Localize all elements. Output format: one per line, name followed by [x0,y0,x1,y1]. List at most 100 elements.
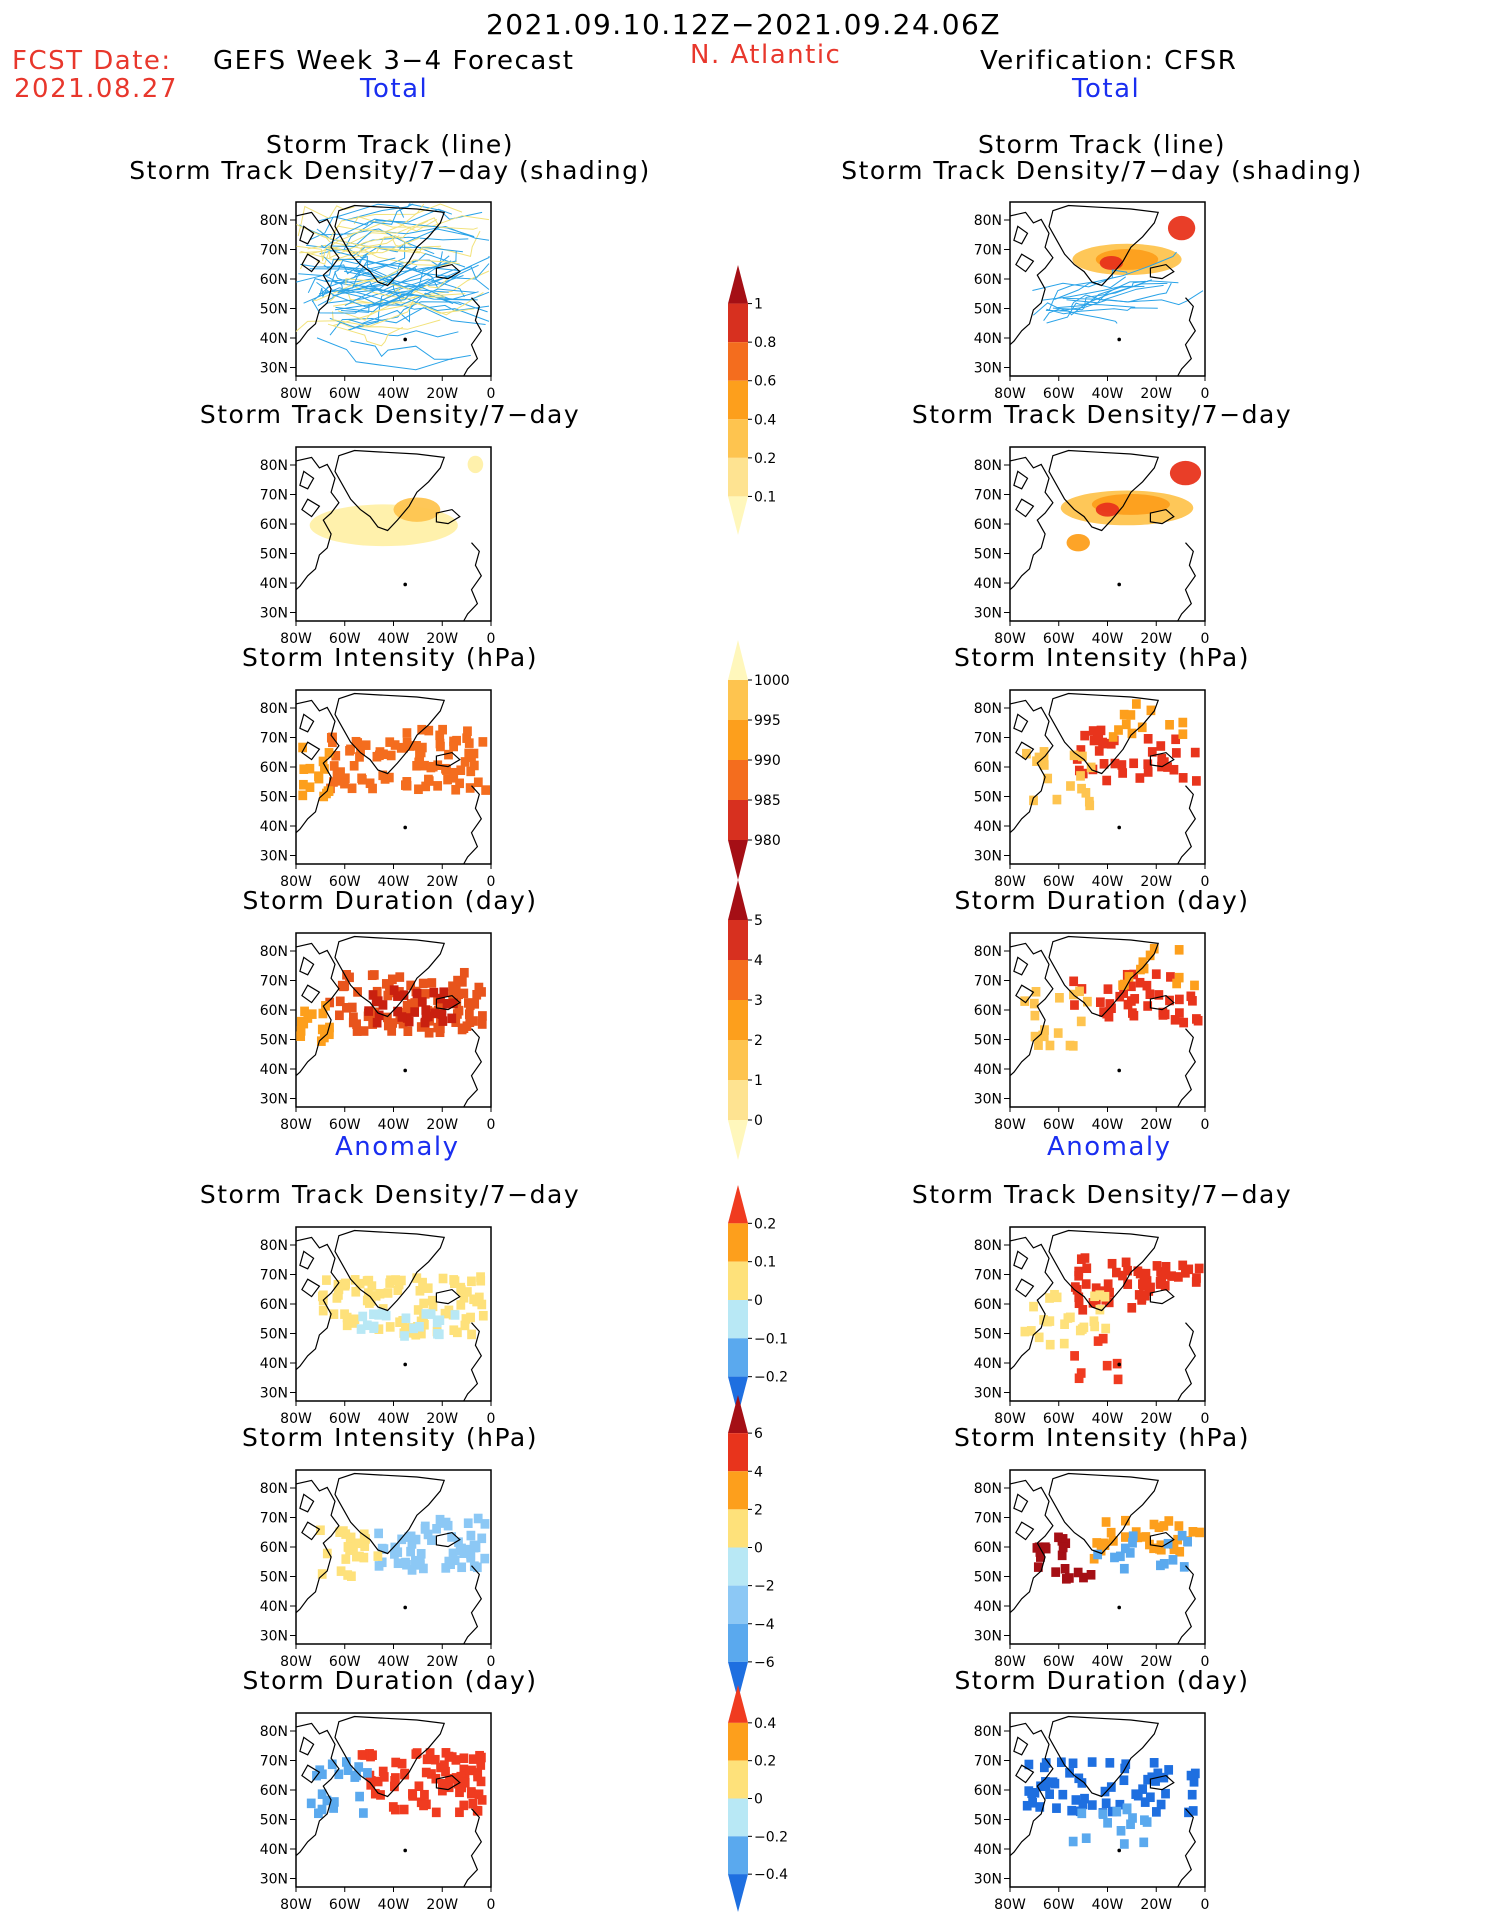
colorbar-duration_total-label-3: 2 [754,1033,763,1049]
right-lat-tick-4-1: 70N [974,1268,1002,1284]
colorbar-duration_total-label-1: 4 [754,953,763,969]
right-lat-tick-3-5: 30N [974,1092,1002,1108]
left-lon-tick-4-2: 40W [378,1411,410,1427]
colorbar-density_total-seg-5 [728,457,748,497]
right-lon-tick-0-0: 80W [994,386,1026,402]
left-lat-tick-2-1: 70N [260,731,288,747]
colorbar-density_total-label-5: 0.1 [754,489,776,505]
right-coastline-4 [1009,1229,1197,1402]
colorbar-density_anom: 0.2 0.1 0 −0.1 −0.2 [728,1185,788,1415]
left-lon-tick-6-2: 40W [378,1897,410,1913]
left-shading-2 [298,724,491,802]
colorbar-duration_total-seg-5 [728,1080,748,1120]
right-lat-tick-4-3: 50N [974,1327,1002,1343]
right-coastline-6 [1009,1715,1197,1888]
colorbar-duration_total-seg-4 [728,1040,748,1080]
right-map-panel-4: 80N 70N 60N 50N 40N 30N 80W 60W 40W 20W 0 [974,1226,1209,1427]
colorbar-intensity_anom-seg-5 [728,1585,748,1624]
colorbar-intensity_total-label-4: 980 [754,833,781,849]
right-lon-tick-5-1: 60W [1043,1654,1075,1670]
colorbar-intensity_total-seg-3 [728,760,748,800]
left-lat-tick-5-3: 50N [260,1570,288,1586]
right-lat-tick-4-4: 40N [974,1356,1002,1372]
colorbar-density_total-cap-top [728,265,748,304]
left-lon-tick-2-1: 60W [329,874,361,890]
colorbar-intensity_anom-label-1: 4 [754,1464,763,1480]
left-lon-tick-0-4: 0 [487,386,496,402]
left-lat-tick-2-4: 40N [260,819,288,835]
left-shading-1 [309,455,484,547]
left-lat-tick-6-2: 60N [260,1783,288,1799]
colorbar-density_anom-seg-2 [728,1261,748,1300]
colorbar-intensity_total-seg-1 [728,680,748,720]
right-map-panel-0: 80N 70N 60N 50N 40N 30N 80W 60W 40W 20W 0 [974,201,1210,402]
left-lat-tick-5-0: 80N [260,1481,288,1497]
right-lat-tick-5-0: 80N [974,1481,1002,1497]
left-lon-tick-1-4: 0 [487,631,496,647]
colorbar-density_anom-seg-4 [728,1338,748,1377]
left-anom-duration-title: Storm Duration (day) [242,1666,538,1695]
right-lon-tick-1-2: 40W [1092,631,1124,647]
right-lat-tick-3-4: 40N [974,1062,1002,1078]
left-lon-tick-3-1: 60W [329,1117,361,1133]
left-lon-tick-3-2: 40W [378,1117,410,1133]
colorbar-duration_total-label-5: 0 [754,1113,763,1129]
left-coastline-3 [295,935,483,1108]
right-lon-tick-4-1: 60W [1043,1411,1075,1427]
right-lat-tick-2-3: 50N [974,790,1002,806]
right-map-frame-4 [1009,1226,1206,1402]
colorbar-intensity_total: 1000 995 990 985 980 [728,640,790,880]
colorbar-intensity_total-label-3: 985 [754,793,781,809]
right-lon-tick-4-0: 80W [994,1411,1026,1427]
right-lat-tick-5-5: 30N [974,1629,1002,1645]
colorbar-intensity_total-seg-4 [728,800,748,840]
left-lon-tick-1-1: 60W [329,631,361,647]
right-anomaly-label: Anomaly [1047,1132,1172,1162]
left-lat-tick-5-1: 70N [260,1511,288,1527]
colorbar-density_anom-seg-1 [728,1223,748,1262]
colorbar-intensity_anom-cap-bottom [728,1661,748,1700]
left-lon-tick-3-3: 20W [426,1117,458,1133]
right-map-panel-1: 80N 70N 60N 50N 40N 30N 80W 60W 40W 20W 0 [974,446,1209,647]
right-anom-density-title: Storm Track Density/7−day [911,1180,1293,1209]
left-coastline-2 [295,692,483,865]
right-map-panel-6: 80N 70N 60N 50N 40N 30N 80W 60W 40W 20W 0 [974,1712,1209,1913]
right-lat-tick-0-0: 80N [974,213,1002,229]
left-map-panel-5: 80N 70N 60N 50N 40N 30N 80W 60W 40W 20W 0 [260,1469,495,1670]
right-lat-tick-5-3: 50N [974,1570,1002,1586]
left-lon-tick-4-4: 0 [487,1411,496,1427]
left-lat-tick-5-5: 30N [260,1629,288,1645]
left-lon-tick-4-0: 80W [280,1411,312,1427]
period-title: 2021.09.10.12Z−2021.09.24.06Z [485,8,1001,41]
fcst-date-value: 2021.08.27 [14,74,178,104]
right-lon-tick-0-4: 0 [1201,386,1210,402]
right-lat-tick-4-2: 60N [974,1297,1002,1313]
colorbar-intensity_anom-seg-1 [728,1433,748,1472]
right-density-title: Storm Track Density/7−day [911,400,1293,429]
right-shading-2 [1022,699,1201,811]
colorbar-duration_total-seg-3 [728,1000,748,1040]
colorbar-duration_total-label-0: 5 [754,913,763,929]
colorbar-intensity_anom-label-0: 6 [754,1426,763,1442]
left-map-panel-1: 80N 70N 60N 50N 40N 30N 80W 60W 40W 20W 0 [260,446,496,647]
colorbar-duration_anom-label-0: 0.4 [754,1716,776,1732]
left-lat-tick-4-5: 30N [260,1386,288,1402]
right-lon-tick-3-0: 80W [994,1117,1026,1133]
left-coastline-0 [295,204,483,377]
right-coastline-2 [1009,692,1197,865]
right-lat-tick-3-3: 50N [974,1033,1002,1049]
right-lat-tick-6-4: 40N [974,1842,1002,1858]
right-anom-duration-title: Storm Duration (day) [954,1666,1250,1695]
colorbar-duration_total-cap-bottom [728,1120,748,1160]
colorbar-density_total-label-0: 1 [754,297,763,313]
right-lon-tick-2-1: 60W [1043,874,1075,890]
colorbar-duration_total-label-4: 1 [754,1073,763,1089]
right-lon-tick-5-4: 0 [1201,1654,1210,1670]
left-anomaly-label: Anomaly [335,1132,460,1162]
left-lon-tick-6-0: 80W [280,1897,312,1913]
colorbar-intensity_anom-cap-top [728,1395,748,1434]
right-track-line-title: Storm Track (line) [977,130,1227,159]
right-lon-tick-0-3: 20W [1140,386,1172,402]
left-anom-density-title: Storm Track Density/7−day [199,1180,581,1209]
right-intensity-title: Storm Intensity (hPa) [954,643,1250,672]
